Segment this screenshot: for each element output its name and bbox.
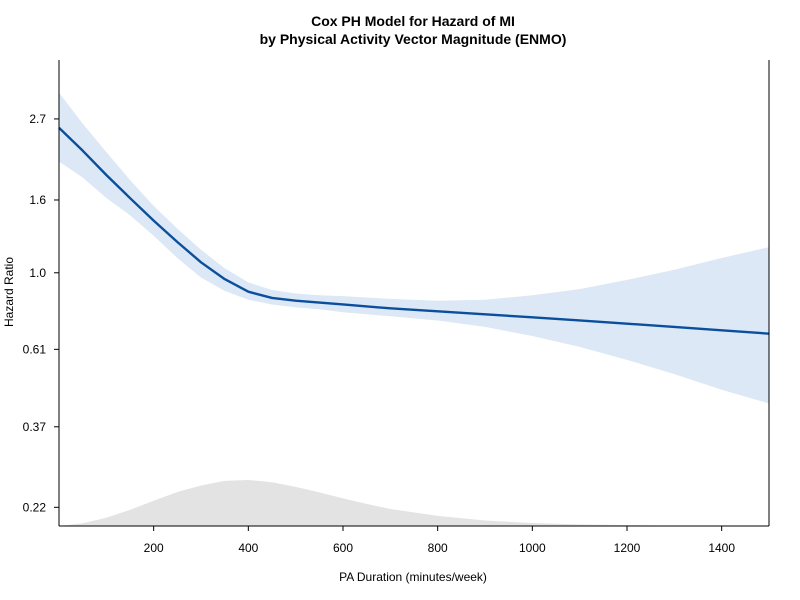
ci-band-layer: [59, 92, 769, 404]
y-tick-label: 2.7: [29, 112, 46, 126]
axes-layer: 200 400 600 800 1000 1200 1400 0.22 0.37 0.61 1.0 1…: [23, 60, 770, 555]
y-tick-label: 0.22: [23, 500, 47, 514]
y-tick-label: 0.61: [23, 342, 47, 356]
chart-subtitle: by Physical Activity Vector Magnitude (E…: [260, 31, 567, 47]
density-layer: [59, 480, 769, 526]
hazard-ratio-line: [58, 126, 770, 335]
y-tick-label: 1.0: [29, 266, 46, 280]
hazard-line-layer: [58, 126, 770, 335]
chart-title: Cox PH Model for Hazard of MI: [311, 13, 515, 29]
y-tick-label: 1.6: [29, 193, 46, 207]
ci-band: [59, 92, 769, 404]
x-tick-label: 800: [428, 541, 448, 555]
x-tick-label: 400: [238, 541, 258, 555]
x-tick-label: 1200: [614, 541, 641, 555]
x-axis-title: PA Duration (minutes/week): [339, 570, 487, 584]
x-tick-label: 1000: [519, 541, 546, 555]
x-tick-label: 600: [333, 541, 353, 555]
y-axis-title: Hazard Ratio: [2, 257, 16, 327]
x-tick-label: 200: [144, 541, 164, 555]
y-tick-label: 0.37: [23, 420, 47, 434]
x-tick-label: 1400: [708, 541, 735, 555]
density-area: [59, 480, 769, 526]
